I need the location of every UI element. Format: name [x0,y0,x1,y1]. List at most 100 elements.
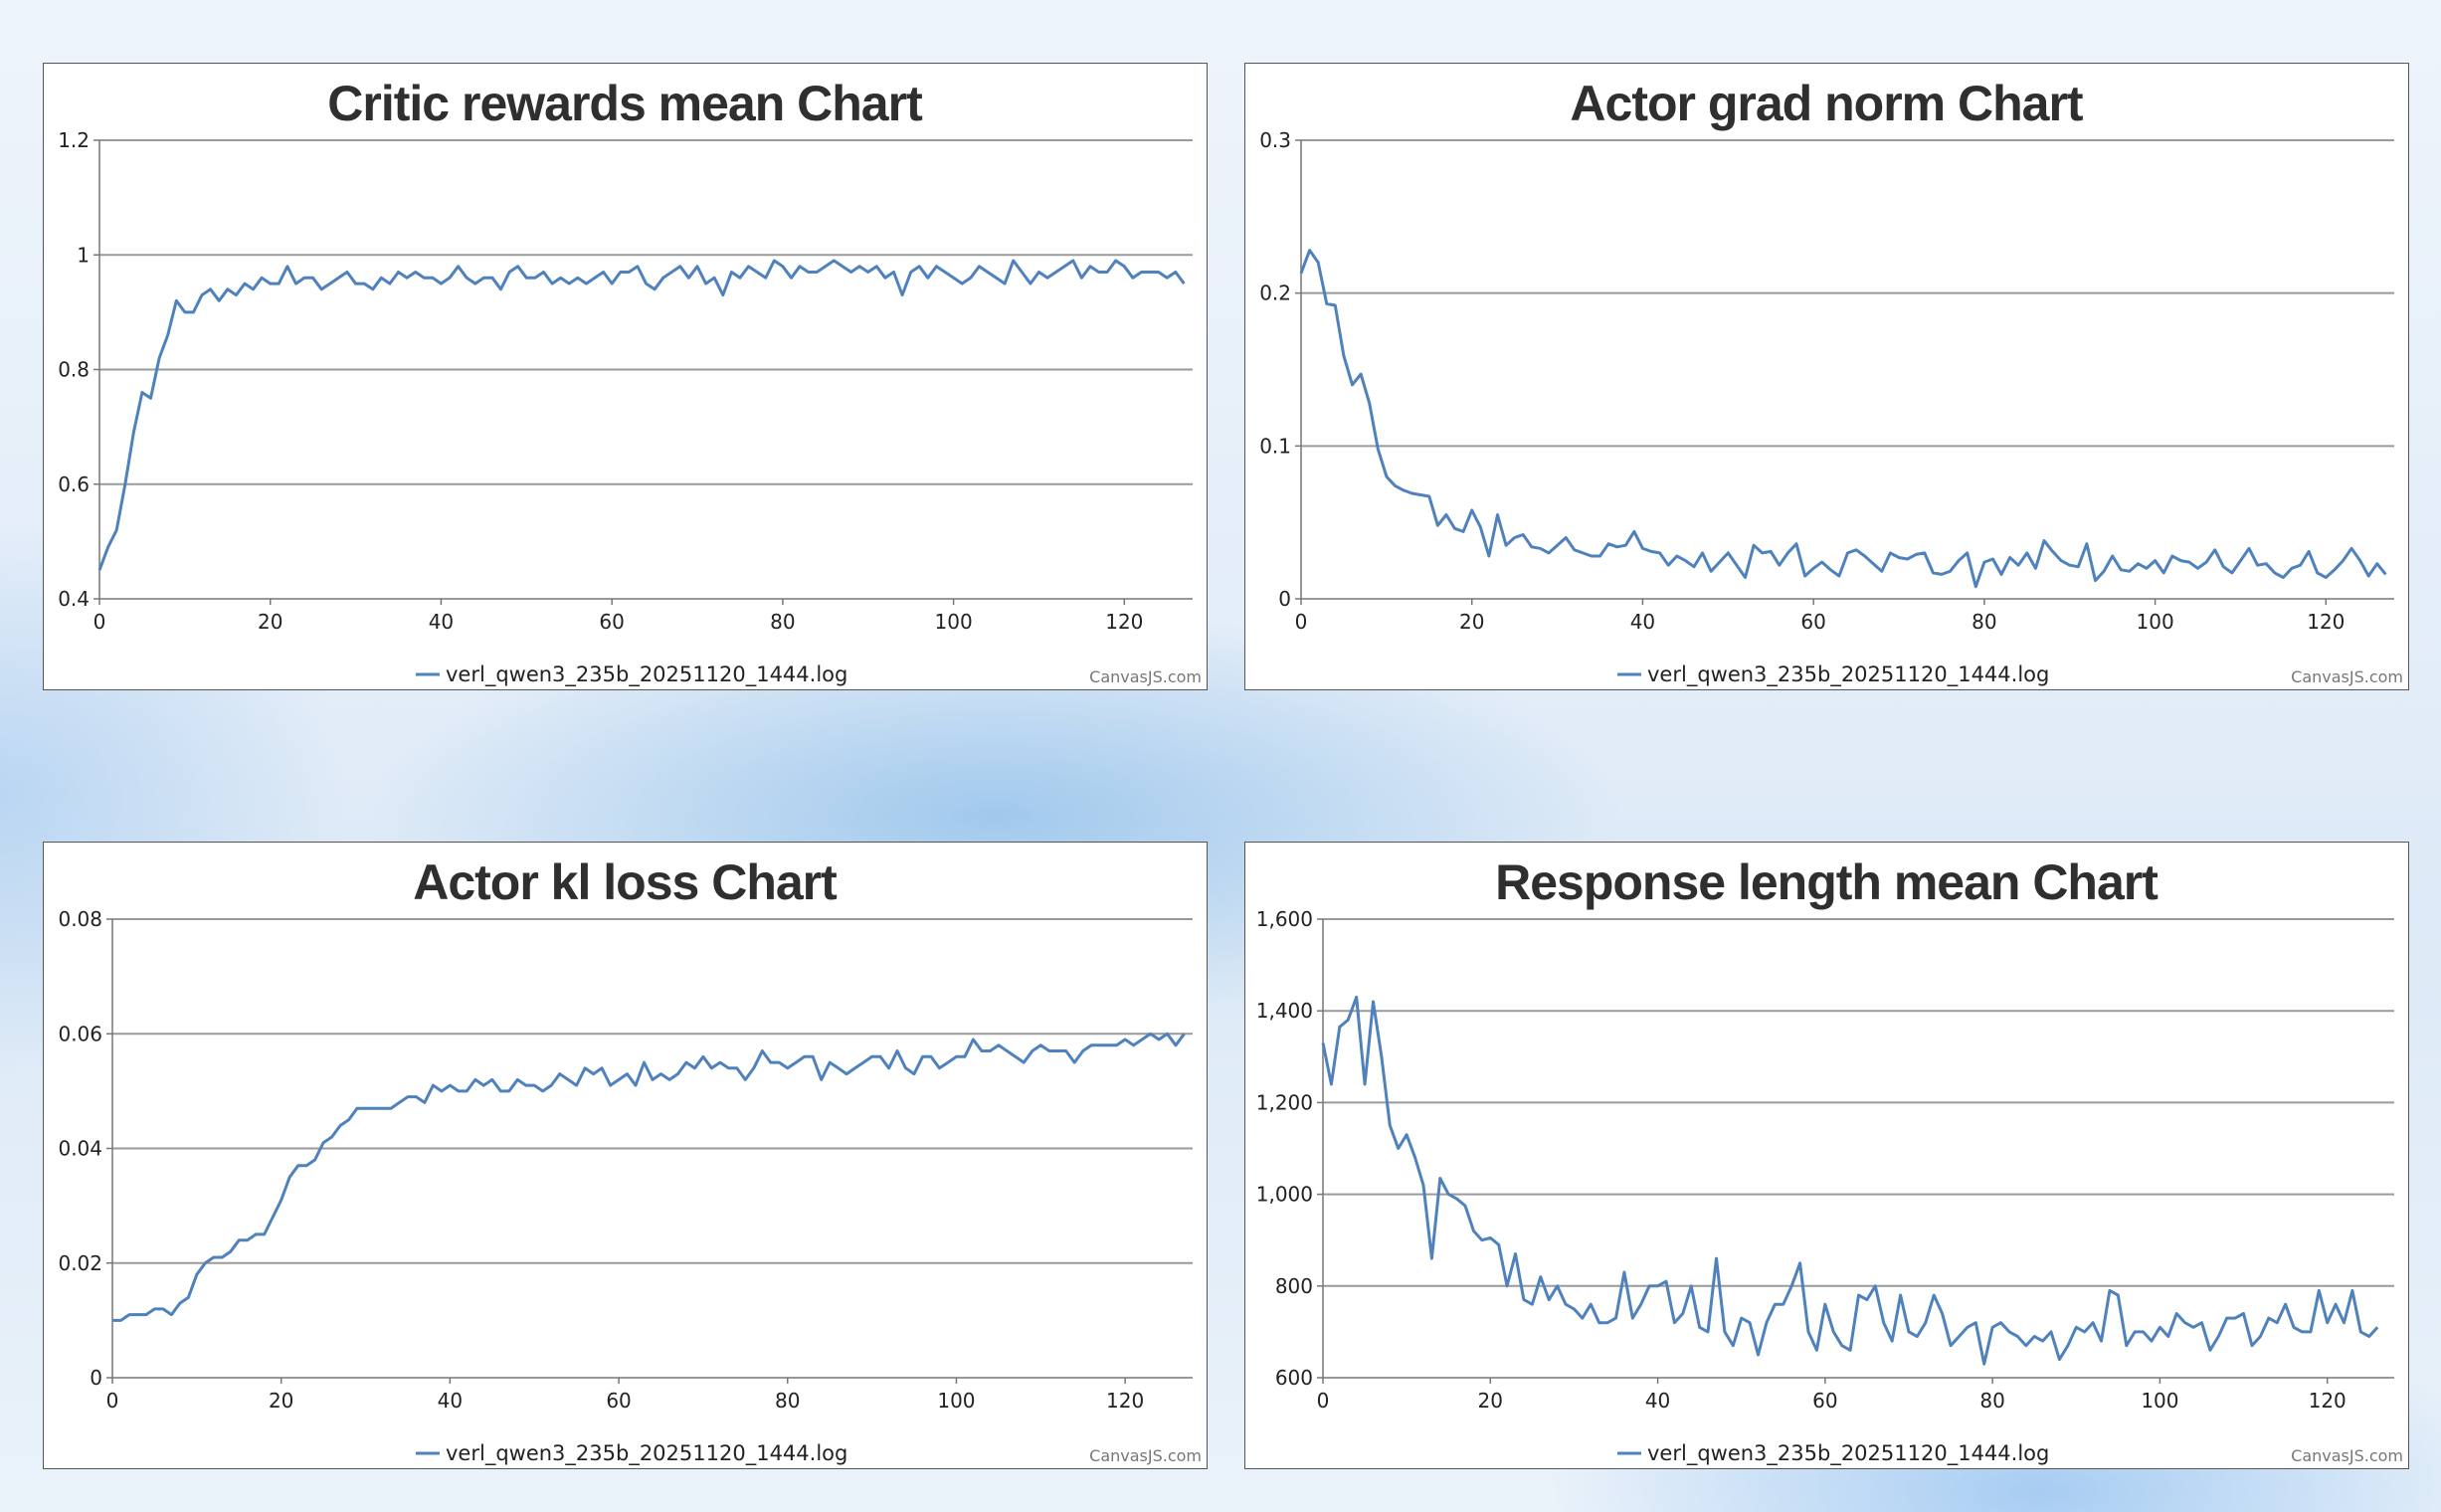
data-point[interactable] [1361,1080,1369,1088]
data-point[interactable] [1880,1319,1888,1327]
data-point[interactable] [1306,247,1314,255]
data-point[interactable] [1344,1016,1352,1024]
data-point[interactable] [488,274,496,282]
data-point[interactable] [150,1305,158,1313]
data-point[interactable] [1750,541,1758,549]
data-point[interactable] [641,1058,649,1066]
data-point[interactable] [1053,1047,1061,1055]
data-point[interactable] [1755,1351,1763,1359]
data-point[interactable] [1112,257,1120,265]
data-point[interactable] [1060,263,1068,271]
data-point[interactable] [1062,1047,1070,1055]
data-point[interactable] [1383,472,1391,480]
data-point[interactable] [172,296,180,304]
data-point[interactable] [1699,549,1707,557]
data-point[interactable] [758,1047,766,1055]
data-point[interactable] [1796,1259,1804,1267]
data-point[interactable] [1588,552,1596,560]
data-point[interactable] [1444,1191,1452,1199]
data-point[interactable] [283,263,291,271]
data-point[interactable] [1704,1328,1712,1336]
data-point[interactable] [1980,1360,1988,1368]
data-point[interactable] [1792,540,1800,548]
data-point[interactable] [1964,1323,1972,1331]
data-point[interactable] [108,1316,116,1324]
data-point[interactable] [1104,1041,1112,1049]
data-point[interactable] [300,274,308,282]
data-point[interactable] [1519,531,1527,539]
data-point[interactable] [1647,547,1655,555]
data-point[interactable] [590,1070,598,1078]
data-point[interactable] [2064,1342,2072,1350]
data-point[interactable] [600,269,608,277]
data-point[interactable] [1922,1319,1930,1327]
data-point[interactable] [2156,1323,2163,1331]
data-point[interactable] [1637,1300,1645,1308]
data-point[interactable] [2194,564,2202,572]
data-point[interactable] [421,1098,429,1106]
data-point[interactable] [2206,1346,2214,1354]
data-point[interactable] [2214,1333,2222,1341]
data-point[interactable] [2013,1333,2021,1341]
data-point[interactable] [438,1087,446,1095]
data-point[interactable] [770,257,778,265]
data-point[interactable] [624,1070,632,1078]
data-point[interactable] [353,1104,361,1112]
data-point[interactable] [1314,259,1322,267]
data-point[interactable] [750,1064,758,1072]
data-point[interactable] [556,1070,564,1078]
data-point[interactable] [1628,1314,1636,1322]
data-point[interactable] [176,1299,184,1307]
data-point[interactable] [1181,1030,1189,1038]
data-point[interactable] [1130,1041,1138,1049]
data-point[interactable] [278,1196,285,1204]
data-point[interactable] [1386,1121,1394,1129]
data-point[interactable] [1780,1300,1787,1308]
data-point[interactable] [919,1052,927,1060]
data-point[interactable] [1838,1342,1846,1350]
data-point[interactable] [885,1064,893,1072]
data-point[interactable] [379,1104,387,1112]
data-point[interactable] [227,1247,235,1255]
data-point[interactable] [1989,555,1997,563]
data-point[interactable] [1759,549,1767,557]
data-point[interactable] [1821,1300,1829,1308]
data-point[interactable] [1503,1282,1511,1290]
data-point[interactable] [632,1081,640,1089]
data-point[interactable] [2219,563,2227,571]
data-point[interactable] [864,269,872,277]
data-point[interactable] [573,1081,581,1089]
data-point[interactable] [1947,567,1955,575]
data-point[interactable] [2254,561,2262,569]
data-point[interactable] [311,1156,319,1164]
data-point[interactable] [1433,521,1441,529]
data-point[interactable] [1495,1240,1503,1248]
data-point[interactable] [1461,1202,1469,1210]
data-point[interactable] [455,263,463,271]
data-point[interactable] [784,1064,792,1072]
data-point[interactable] [1621,541,1629,549]
data-point[interactable] [1997,1319,2005,1327]
data-point[interactable] [1340,352,1348,360]
data-point[interactable] [210,1253,218,1261]
data-point[interactable] [1776,561,1784,569]
data-point[interactable] [1904,555,1912,563]
data-point[interactable] [258,274,266,282]
data-point[interactable] [1545,1296,1553,1304]
data-point[interactable] [801,1052,809,1060]
data-point[interactable] [1938,570,1946,578]
data-point[interactable] [643,280,651,287]
data-point[interactable] [1020,1058,1028,1066]
data-point[interactable] [2172,1310,2180,1318]
data-point[interactable] [117,1316,125,1324]
data-point[interactable] [1613,543,1621,551]
data-point[interactable] [2031,564,2039,572]
data-point[interactable] [1391,481,1399,489]
data-point[interactable] [2240,1310,2248,1318]
data-point[interactable] [1835,572,1843,580]
data-point[interactable] [615,1075,623,1083]
data-point[interactable] [792,1058,800,1066]
data-point[interactable] [843,1070,850,1078]
data-point[interactable] [1746,1319,1754,1327]
data-point[interactable] [285,1173,293,1181]
